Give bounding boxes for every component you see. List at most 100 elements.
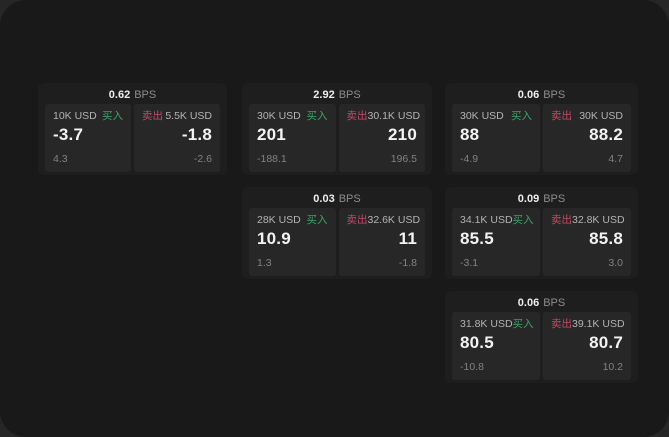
sell-panel[interactable]: 卖出 32.6K USD 11 -1.8 [338, 208, 425, 276]
bps-value: 0.06 [517, 297, 540, 309]
bps-unit: BPS [338, 193, 361, 205]
sell-sub-value: 4.7 [608, 153, 623, 165]
card-header: 0.09 BPS [452, 191, 631, 208]
sell-header-row: 卖出 30.1K USD [347, 110, 421, 123]
card-header: 0.03 BPS [249, 191, 425, 208]
sell-amount: 30.1K USD [367, 110, 421, 122]
sell-panel[interactable]: 卖出 39.1K USD 80.7 10.2 [543, 312, 631, 380]
bps-value: 0.62 [108, 89, 131, 101]
buy-sub-value: 1.3 [257, 257, 272, 269]
sell-header-row: 卖出 39.1K USD [551, 318, 625, 331]
quote-sides: 28K USD 买入 10.9 1.3 卖出 32.6K USD 11 -1.8 [249, 208, 425, 276]
sell-sub-value: -1.8 [398, 257, 417, 269]
sell-panel[interactable]: 卖出 32.8K USD 85.8 3.0 [543, 208, 631, 276]
buy-panel[interactable]: 10K USD 买入 -3.7 4.3 [45, 104, 131, 172]
buy-label: 买入 [511, 110, 532, 122]
sell-amount: 30K USD [579, 110, 623, 122]
sell-panel[interactable]: 卖出 30.1K USD 210 196.5 [338, 104, 425, 172]
bps-value: 0.09 [517, 193, 540, 205]
buy-panel[interactable]: 31.8K USD 买入 80.5 -10.8 [452, 312, 540, 380]
buy-amount: 30K USD [257, 110, 301, 122]
quote-sides: 34.1K USD 买入 85.5 -3.1 卖出 32.8K USD 85.8… [452, 208, 631, 276]
sell-price: 80.7 [589, 333, 623, 352]
sell-label: 卖出 [346, 214, 368, 226]
buy-amount: 28K USD [257, 214, 301, 226]
sell-price: 88.2 [589, 125, 623, 144]
buy-price: 201 [257, 125, 286, 144]
sell-sub-value: 196.5 [390, 153, 417, 165]
quote-card-5[interactable]: 0.09 BPS 34.1K USD 买入 85.5 -3.1 卖出 32.8K… [445, 187, 638, 279]
buy-header-row: 30K USD 买入 [460, 110, 532, 123]
buy-price: 88 [460, 125, 480, 144]
quote-card-1[interactable]: 0.62 BPS 10K USD 买入 -3.7 4.3 卖出 5.5K USD [38, 83, 227, 175]
buy-label: 买入 [512, 318, 534, 330]
buy-sub-value: -3.1 [460, 257, 479, 269]
buy-panel[interactable]: 30K USD 买入 201 -188.1 [249, 104, 336, 172]
quote-sides: 31.8K USD 买入 80.5 -10.8 卖出 39.1K USD 80.… [452, 312, 631, 380]
buy-price: -3.7 [53, 125, 84, 144]
buy-amount: 10K USD [53, 110, 97, 122]
sell-label: 卖出 [142, 110, 163, 122]
bps-unit: BPS [543, 89, 566, 101]
buy-panel[interactable]: 34.1K USD 买入 85.5 -3.1 [452, 208, 540, 276]
quote-card-4[interactable]: 0.03 BPS 28K USD 买入 10.9 1.3 卖出 32.6K US… [242, 187, 432, 279]
bps-unit: BPS [543, 297, 566, 309]
buy-header-row: 31.8K USD 买入 [460, 318, 534, 331]
card-header: 0.06 BPS [452, 295, 631, 312]
quote-sides: 30K USD 买入 201 -188.1 卖出 30.1K USD 210 1… [249, 104, 425, 172]
quote-sides: 10K USD 买入 -3.7 4.3 卖出 5.5K USD -1.8 -2.… [45, 104, 220, 172]
sell-label: 卖出 [551, 110, 572, 122]
sell-amount: 39.1K USD [572, 318, 625, 330]
quote-sides: 30K USD 买入 88 -4.9 卖出 30K USD 88.2 4.7 [452, 104, 631, 172]
buy-amount: 31.8K USD [460, 318, 513, 330]
buy-label: 买入 [306, 110, 328, 122]
bps-value: 2.92 [313, 89, 335, 101]
bps-unit: BPS [543, 193, 566, 205]
buy-label: 买入 [512, 214, 534, 226]
sell-price: 210 [388, 125, 417, 144]
sell-price: -1.8 [181, 125, 212, 144]
buy-price: 85.5 [460, 229, 494, 248]
sell-price: 11 [398, 229, 417, 248]
card-header: 2.92 BPS [249, 87, 425, 104]
sell-amount: 5.5K USD [165, 110, 212, 122]
buy-amount: 30K USD [460, 110, 504, 122]
sell-amount: 32.6K USD [367, 214, 421, 226]
buy-header-row: 30K USD 买入 [257, 110, 328, 123]
bps-unit: BPS [338, 89, 361, 101]
buy-header-row: 34.1K USD 买入 [460, 214, 534, 227]
bps-value: 0.06 [517, 89, 540, 101]
sell-sub-value: 3.0 [608, 257, 623, 269]
sell-price: 85.8 [589, 229, 623, 248]
sell-panel[interactable]: 卖出 5.5K USD -1.8 -2.6 [134, 104, 220, 172]
bps-value: 0.03 [313, 193, 335, 205]
sell-panel[interactable]: 卖出 30K USD 88.2 4.7 [543, 104, 631, 172]
buy-sub-value: 4.3 [53, 153, 68, 165]
sell-label: 卖出 [551, 214, 572, 226]
sell-sub-value: -2.6 [193, 153, 212, 165]
sell-header-row: 卖出 32.6K USD [346, 214, 421, 227]
buy-amount: 34.1K USD [460, 214, 513, 226]
quote-card-2[interactable]: 2.92 BPS 30K USD 买入 201 -188.1 卖出 30.1K … [242, 83, 432, 175]
buy-panel[interactable]: 30K USD 买入 88 -4.9 [452, 104, 540, 172]
buy-panel[interactable]: 28K USD 买入 10.9 1.3 [249, 208, 336, 276]
buy-header-row: 28K USD 买入 [257, 214, 328, 227]
bps-unit: BPS [134, 89, 157, 101]
buy-label: 买入 [306, 214, 328, 226]
sell-sub-value: 10.2 [602, 361, 623, 373]
sell-header-row: 卖出 30K USD [551, 110, 623, 123]
sell-label: 卖出 [551, 318, 572, 330]
buy-header-row: 10K USD 买入 [53, 110, 123, 123]
buy-price: 80.5 [460, 333, 494, 352]
buy-sub-value: -10.8 [460, 361, 484, 373]
card-header: 0.62 BPS [45, 87, 220, 104]
buy-price: 10.9 [257, 229, 291, 248]
buy-sub-value: -188.1 [257, 153, 287, 165]
sell-header-row: 卖出 5.5K USD [142, 110, 212, 123]
sell-header-row: 卖出 32.8K USD [551, 214, 625, 227]
quote-card-3[interactable]: 0.06 BPS 30K USD 买入 88 -4.9 卖出 30K USD [445, 83, 638, 175]
buy-label: 买入 [102, 110, 123, 122]
quote-card-6[interactable]: 0.06 BPS 31.8K USD 买入 80.5 -10.8 卖出 39.1… [445, 291, 638, 383]
